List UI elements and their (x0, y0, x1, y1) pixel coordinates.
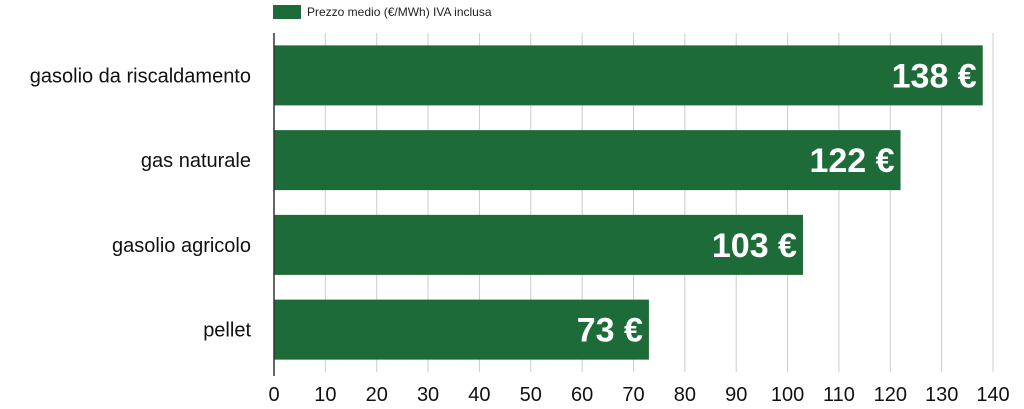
x-tick-label: 80 (674, 384, 696, 406)
bar (274, 299, 649, 360)
bar (274, 214, 803, 275)
x-tick-label: 30 (417, 384, 439, 406)
x-tick-label: 40 (468, 384, 490, 406)
x-tick-label: 90 (725, 384, 747, 406)
x-tick-label: 60 (571, 384, 593, 406)
x-tick-label: 20 (366, 384, 388, 406)
data-label: 73 € (577, 312, 643, 350)
data-label: 122 € (809, 142, 894, 180)
bar (274, 130, 901, 191)
data-label: 103 € (712, 227, 797, 265)
x-tick-label: 70 (622, 384, 644, 406)
x-tick-label: 10 (314, 384, 336, 406)
x-tick-label: 120 (874, 384, 907, 406)
category-label: gas naturale (141, 150, 251, 172)
category-label: gasolio da riscaldamento (30, 65, 251, 87)
data-label: 138 € (892, 57, 977, 95)
x-tick-label: 140 (976, 384, 1009, 406)
x-tick-label: 50 (520, 384, 542, 406)
category-label: gasolio agricolo (112, 235, 251, 257)
legend-label: Prezzo medio (€/MWh) IVA inclusa (307, 5, 492, 19)
x-tick-label: 0 (268, 384, 279, 406)
legend-swatch (273, 5, 301, 19)
bar (274, 45, 983, 106)
x-tick-label: 130 (925, 384, 958, 406)
x-tick-label: 110 (823, 384, 855, 406)
legend: Prezzo medio (€/MWh) IVA inclusa (273, 5, 492, 19)
category-label: pellet (203, 320, 251, 342)
x-tick-label: 100 (771, 384, 804, 406)
